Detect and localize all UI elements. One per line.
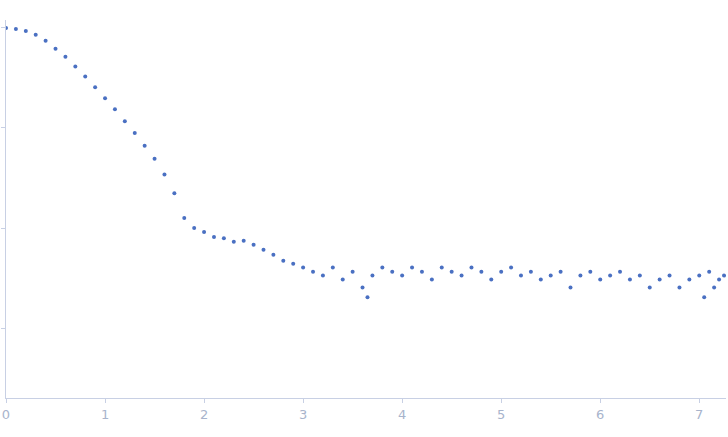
svg-text:3: 3 — [299, 407, 307, 422]
svg-text:7: 7 — [695, 407, 703, 422]
svg-text:2: 2 — [200, 407, 208, 422]
svg-text:6: 6 — [596, 407, 604, 422]
svg-text:1: 1 — [101, 407, 109, 422]
svg-text:0: 0 — [2, 407, 10, 422]
svg-text:5: 5 — [497, 407, 505, 422]
svg-text:4: 4 — [398, 407, 406, 422]
